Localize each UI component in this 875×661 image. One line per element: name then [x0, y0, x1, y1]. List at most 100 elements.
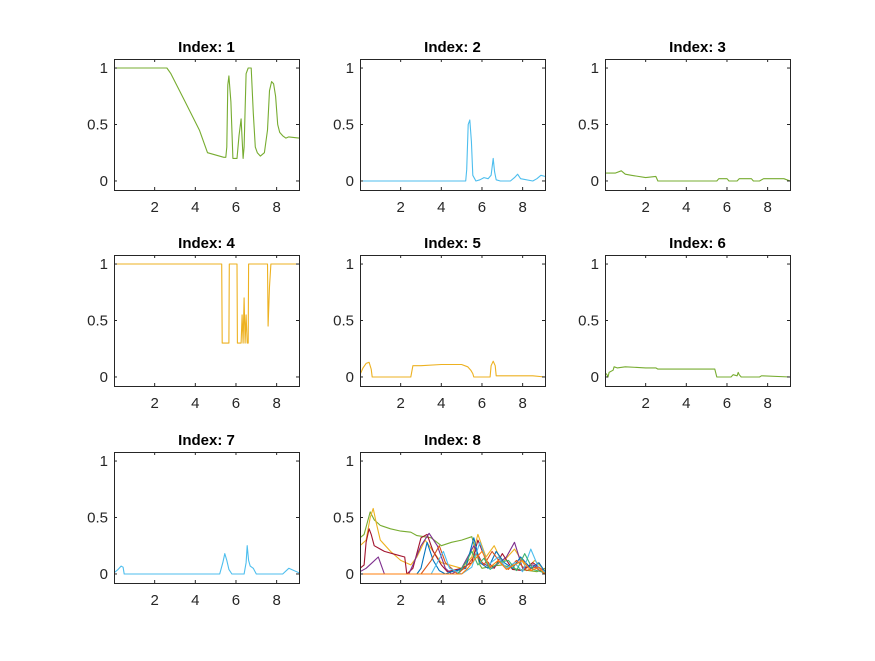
x-tick-label: 8 [518, 199, 526, 216]
y-tick-label: 1 [100, 453, 108, 470]
series-group [360, 119, 545, 182]
subplot-title: Index: 3 [669, 39, 726, 56]
y-tick-label: 0.5 [333, 313, 354, 330]
y-tick-label: 0 [100, 173, 108, 190]
series-line-3 [360, 528, 545, 575]
y-tick-label: 1 [591, 256, 599, 273]
series-group [605, 366, 790, 378]
x-tick-label: 2 [150, 199, 158, 216]
series-group [114, 263, 299, 344]
series-group [605, 170, 790, 182]
x-tick-label: 6 [232, 199, 240, 216]
x-tick-label: 6 [478, 199, 486, 216]
x-tick-label: 8 [272, 199, 280, 216]
y-tick-label: 0 [591, 173, 599, 190]
x-tick-label: 8 [518, 395, 526, 412]
x-tick-label: 2 [396, 199, 404, 216]
series-line-8 [360, 550, 545, 575]
y-tick-label: 0 [346, 369, 354, 386]
subplot-3: 2 4 6 8 0 0.5 1 Index: 3 [578, 39, 791, 216]
series-group [360, 507, 545, 575]
y-tick-label: 1 [346, 453, 354, 470]
x-tick-label: 4 [191, 199, 199, 216]
series-line-1 [605, 170, 790, 182]
series-line-6 [360, 545, 545, 575]
y-tick-label: 1 [346, 60, 354, 77]
x-tick-label: 4 [191, 395, 199, 412]
x-tick-label: 4 [682, 199, 690, 216]
series-line-5 [360, 537, 545, 575]
series-line-1 [114, 545, 299, 575]
plot-area [114, 255, 299, 386]
y-tick-label: 0.5 [578, 117, 599, 134]
y-tick-label: 0.5 [333, 117, 354, 134]
x-tick-label: 4 [437, 395, 445, 412]
x-tick-label: 8 [272, 592, 280, 609]
series-line-1 [360, 119, 545, 182]
x-tick-label: 4 [682, 395, 690, 412]
y-tick-label: 0 [591, 369, 599, 386]
y-tick-label: 1 [100, 256, 108, 273]
subplot-title: Index: 6 [669, 235, 726, 252]
subplot-7: 2 4 6 8 0 0.5 1 Index: 7 [87, 432, 300, 609]
series-line-1 [360, 511, 545, 573]
x-tick-label: 4 [437, 199, 445, 216]
subplot-4: 2 4 6 8 0 0.5 1 Index: 4 [87, 235, 300, 412]
subplot-5: 2 4 6 8 0 0.5 1 Index: 5 [333, 235, 546, 412]
x-tick-label: 8 [763, 199, 771, 216]
plot-area [114, 59, 299, 190]
subplot-title: Index: 8 [424, 432, 481, 449]
series-line-4 [360, 532, 545, 575]
x-tick-label: 8 [272, 395, 280, 412]
x-tick-label: 6 [478, 395, 486, 412]
y-tick-label: 0 [100, 369, 108, 386]
y-tick-label: 0.5 [87, 117, 108, 134]
series-line-1 [114, 263, 299, 344]
subplot-title: Index: 7 [178, 432, 235, 449]
series-line-1 [605, 366, 790, 378]
subplot-title: Index: 2 [424, 39, 481, 56]
y-tick-label: 1 [346, 256, 354, 273]
x-tick-label: 2 [641, 199, 649, 216]
y-tick-label: 1 [591, 60, 599, 77]
x-tick-label: 6 [723, 395, 731, 412]
x-tick-label: 6 [232, 592, 240, 609]
series-line-1 [360, 360, 545, 378]
plot-area [360, 255, 545, 386]
x-tick-label: 6 [723, 199, 731, 216]
plot-area [360, 59, 545, 190]
x-tick-label: 2 [396, 395, 404, 412]
plot-area [360, 452, 545, 583]
y-tick-label: 0.5 [578, 313, 599, 330]
subplot-6: 2 4 6 8 0 0.5 1 Index: 6 [578, 235, 791, 412]
y-tick-label: 0 [346, 566, 354, 583]
x-tick-label: 4 [191, 592, 199, 609]
subplot-2: 2 4 6 8 0 0.5 1 Index: 2 [333, 39, 546, 216]
subplot-title: Index: 4 [178, 235, 235, 252]
x-tick-label: 2 [150, 395, 158, 412]
plot-area [114, 452, 299, 583]
subplot-title: Index: 5 [424, 235, 481, 252]
series-group [360, 360, 545, 378]
series-group [114, 67, 299, 159]
series-line-9 [360, 550, 545, 575]
y-tick-label: 0.5 [87, 313, 108, 330]
y-tick-label: 0 [346, 173, 354, 190]
x-tick-label: 2 [150, 592, 158, 609]
y-tick-label: 0.5 [87, 510, 108, 527]
subplot-1: 2 4 6 8 0 0.5 1 Index: 1 [87, 39, 300, 216]
y-tick-label: 0 [100, 566, 108, 583]
y-tick-label: 1 [100, 60, 108, 77]
x-tick-label: 4 [437, 592, 445, 609]
plot-area [605, 59, 790, 190]
subplot-title: Index: 1 [178, 39, 235, 56]
x-tick-label: 8 [518, 592, 526, 609]
x-tick-label: 6 [232, 395, 240, 412]
x-tick-label: 2 [396, 592, 404, 609]
plot-area [605, 255, 790, 386]
x-tick-label: 6 [478, 592, 486, 609]
x-tick-label: 8 [763, 395, 771, 412]
y-tick-label: 0.5 [333, 510, 354, 527]
